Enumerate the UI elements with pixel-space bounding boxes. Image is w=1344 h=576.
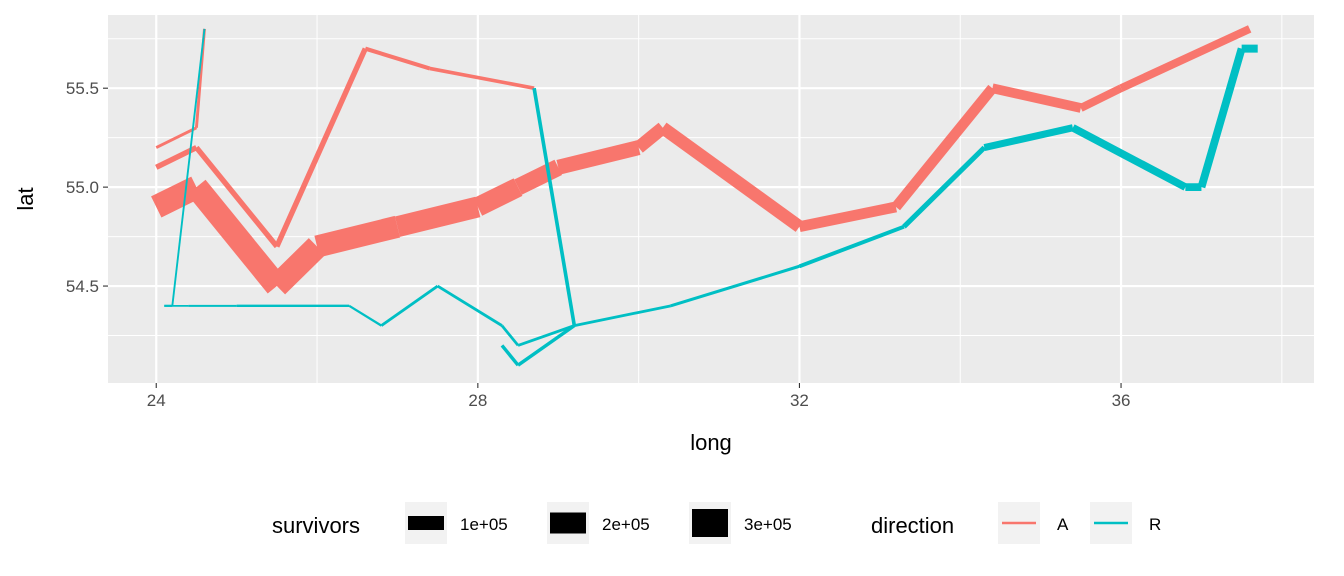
series-path-R-1 bbox=[164, 44, 1258, 347]
legend-direction-label: A bbox=[1057, 515, 1069, 534]
legend-direction-label: R bbox=[1149, 515, 1161, 534]
path-segment bbox=[429, 66, 535, 90]
y-axis: 54.5 55.0 55.5 bbox=[66, 79, 108, 296]
path-segment bbox=[574, 304, 672, 327]
y-tick-label: 55.0 bbox=[66, 178, 99, 197]
x-axis: 24 28 32 36 bbox=[147, 383, 1131, 410]
legend-survivors-label: 1e+05 bbox=[460, 515, 508, 534]
legend-survivors-label: 3e+05 bbox=[744, 515, 792, 534]
legend-direction-key bbox=[1090, 502, 1132, 544]
path-segment bbox=[473, 178, 523, 216]
path-segment bbox=[798, 201, 898, 233]
x-tick-label: 36 bbox=[1112, 391, 1131, 410]
x-tick-label: 28 bbox=[468, 391, 487, 410]
legend-size-swatch bbox=[550, 512, 586, 534]
y-axis-title: lat bbox=[13, 187, 38, 210]
path-segment bbox=[1119, 25, 1252, 92]
series-path-A-0 bbox=[151, 25, 1252, 295]
grid-minor bbox=[108, 15, 1314, 383]
path-segment bbox=[151, 176, 202, 218]
path-segment bbox=[380, 284, 439, 327]
path-segment bbox=[171, 28, 206, 306]
y-tick-label: 55.5 bbox=[66, 79, 99, 98]
legend-direction-key bbox=[998, 502, 1040, 544]
path-segment bbox=[1071, 124, 1188, 191]
path-segment bbox=[532, 87, 577, 326]
path-segment bbox=[500, 324, 520, 347]
legend-survivors-key bbox=[689, 502, 731, 544]
x-tick-label: 24 bbox=[147, 391, 166, 410]
path-segment bbox=[556, 140, 641, 175]
path-segment bbox=[1197, 47, 1246, 189]
series-path-R-3 bbox=[500, 87, 577, 367]
path-segment bbox=[314, 215, 401, 258]
legend-survivors-key bbox=[405, 502, 447, 544]
path-segment bbox=[983, 124, 1074, 152]
path-segment bbox=[1079, 84, 1123, 112]
legend-size-swatch bbox=[692, 509, 728, 537]
path-segment bbox=[517, 324, 576, 367]
x-tick-label: 32 bbox=[790, 391, 809, 410]
legend-size-swatch bbox=[408, 516, 444, 530]
panel-background bbox=[108, 15, 1314, 383]
path-segment bbox=[394, 196, 481, 237]
path-segment bbox=[155, 126, 198, 149]
path-segment bbox=[348, 304, 382, 327]
path-segment bbox=[634, 122, 667, 153]
x-axis-title: long bbox=[690, 430, 732, 455]
path-segment bbox=[268, 238, 326, 295]
path-segment bbox=[436, 284, 503, 327]
path-segment bbox=[902, 145, 987, 229]
legend-survivors-title: survivors bbox=[272, 513, 360, 538]
y-tick-label: 54.5 bbox=[66, 277, 99, 296]
path-segment bbox=[798, 224, 905, 269]
series-path-A-2 bbox=[155, 46, 535, 249]
path-segment bbox=[274, 47, 368, 248]
path-segment bbox=[187, 179, 286, 294]
legend-direction-title: direction bbox=[871, 513, 954, 538]
path-segment bbox=[891, 84, 997, 211]
path-segment bbox=[364, 46, 431, 71]
series-path-R-5 bbox=[164, 28, 206, 307]
legend-survivors-key bbox=[547, 502, 589, 544]
path-segment bbox=[194, 145, 279, 249]
path-segment bbox=[500, 344, 520, 367]
path-segment bbox=[659, 122, 804, 232]
legend-survivors-entries: 1e+05 2e+05 3e+05 bbox=[405, 502, 792, 544]
legend-survivors-label: 2e+05 bbox=[602, 515, 650, 534]
path-segment bbox=[517, 324, 575, 347]
path-segment bbox=[514, 159, 562, 195]
data-paths bbox=[151, 25, 1258, 367]
path-segment bbox=[991, 83, 1082, 113]
path-segment bbox=[670, 264, 800, 308]
